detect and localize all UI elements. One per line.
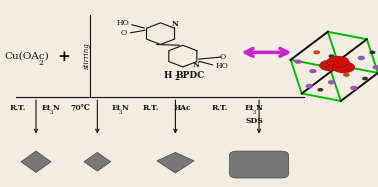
Circle shape bbox=[306, 85, 312, 88]
Circle shape bbox=[328, 81, 335, 84]
Text: 70℃: 70℃ bbox=[71, 104, 91, 111]
Circle shape bbox=[314, 51, 319, 54]
Circle shape bbox=[318, 89, 322, 91]
Text: 2: 2 bbox=[175, 74, 180, 82]
Circle shape bbox=[351, 86, 357, 89]
Circle shape bbox=[329, 55, 334, 57]
Circle shape bbox=[310, 70, 316, 73]
Text: 3: 3 bbox=[253, 110, 256, 115]
Text: N: N bbox=[171, 20, 178, 28]
Text: 3: 3 bbox=[119, 110, 122, 115]
Polygon shape bbox=[84, 152, 111, 171]
Text: R.T.: R.T. bbox=[143, 104, 160, 111]
Text: N: N bbox=[256, 104, 262, 111]
Circle shape bbox=[327, 56, 349, 67]
Text: 2: 2 bbox=[39, 59, 43, 67]
Text: Et: Et bbox=[245, 104, 254, 111]
Polygon shape bbox=[157, 152, 194, 173]
Text: H: H bbox=[163, 71, 172, 80]
Circle shape bbox=[319, 60, 342, 71]
Text: N: N bbox=[192, 61, 199, 68]
FancyBboxPatch shape bbox=[229, 151, 288, 178]
Text: O: O bbox=[220, 53, 226, 61]
Text: O: O bbox=[120, 29, 126, 37]
Text: HO: HO bbox=[117, 19, 130, 27]
Text: SDS: SDS bbox=[245, 117, 263, 125]
Text: BPDC: BPDC bbox=[176, 71, 205, 80]
Circle shape bbox=[373, 66, 378, 69]
Text: HAc: HAc bbox=[174, 104, 192, 111]
Text: 3: 3 bbox=[49, 110, 53, 115]
Text: stirring: stirring bbox=[83, 43, 91, 70]
Text: Et: Et bbox=[111, 104, 121, 111]
Circle shape bbox=[295, 60, 301, 63]
Text: Et: Et bbox=[42, 104, 51, 111]
Circle shape bbox=[344, 73, 349, 76]
Circle shape bbox=[325, 66, 330, 68]
Text: N: N bbox=[122, 104, 129, 111]
Text: N: N bbox=[52, 104, 59, 111]
Circle shape bbox=[370, 51, 375, 53]
Circle shape bbox=[344, 62, 349, 65]
Text: R.T.: R.T. bbox=[212, 104, 228, 111]
Circle shape bbox=[363, 77, 367, 80]
Text: Cu(OAc): Cu(OAc) bbox=[4, 52, 49, 61]
Text: R.T.: R.T. bbox=[9, 104, 26, 111]
Text: +: + bbox=[57, 50, 70, 64]
Polygon shape bbox=[21, 151, 51, 172]
Circle shape bbox=[358, 56, 364, 59]
Circle shape bbox=[333, 62, 355, 73]
Text: HO: HO bbox=[215, 62, 228, 70]
